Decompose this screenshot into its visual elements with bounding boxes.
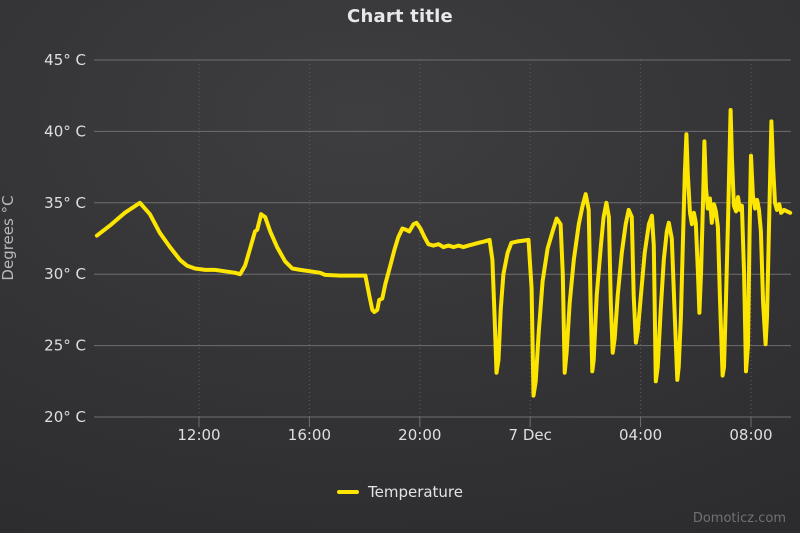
x-axis-label-04-00: 04:00 xyxy=(619,426,662,444)
y-axis-label-20-c: 20° C xyxy=(44,408,86,426)
x-axis-label-7-dec: 7 Dec xyxy=(509,426,552,444)
chart-title: Chart title xyxy=(347,6,453,27)
y-axis-label-30-c: 30° C xyxy=(44,265,86,283)
y-axis-label-40-c: 40° C xyxy=(44,122,86,140)
x-axis-label-08-00: 08:00 xyxy=(729,426,772,444)
watermark: Domoticz.com xyxy=(692,511,786,526)
y-axis-label-25-c: 25° C xyxy=(44,337,86,355)
x-axis-label-16-00: 16:00 xyxy=(288,426,331,444)
legend-item-temperature[interactable]: Temperature xyxy=(0,483,800,501)
legend-label: Temperature xyxy=(367,483,464,501)
y-axis-label-35-c: 35° C xyxy=(44,194,86,212)
series-line-temperature[interactable] xyxy=(94,108,793,398)
legend-line-swatch-icon xyxy=(336,490,359,494)
x-axis-label-12-00: 12:00 xyxy=(177,426,220,444)
x-axis-label-20-00: 20:00 xyxy=(398,426,441,444)
y-axis-label-45-c: 45° C xyxy=(44,51,86,69)
